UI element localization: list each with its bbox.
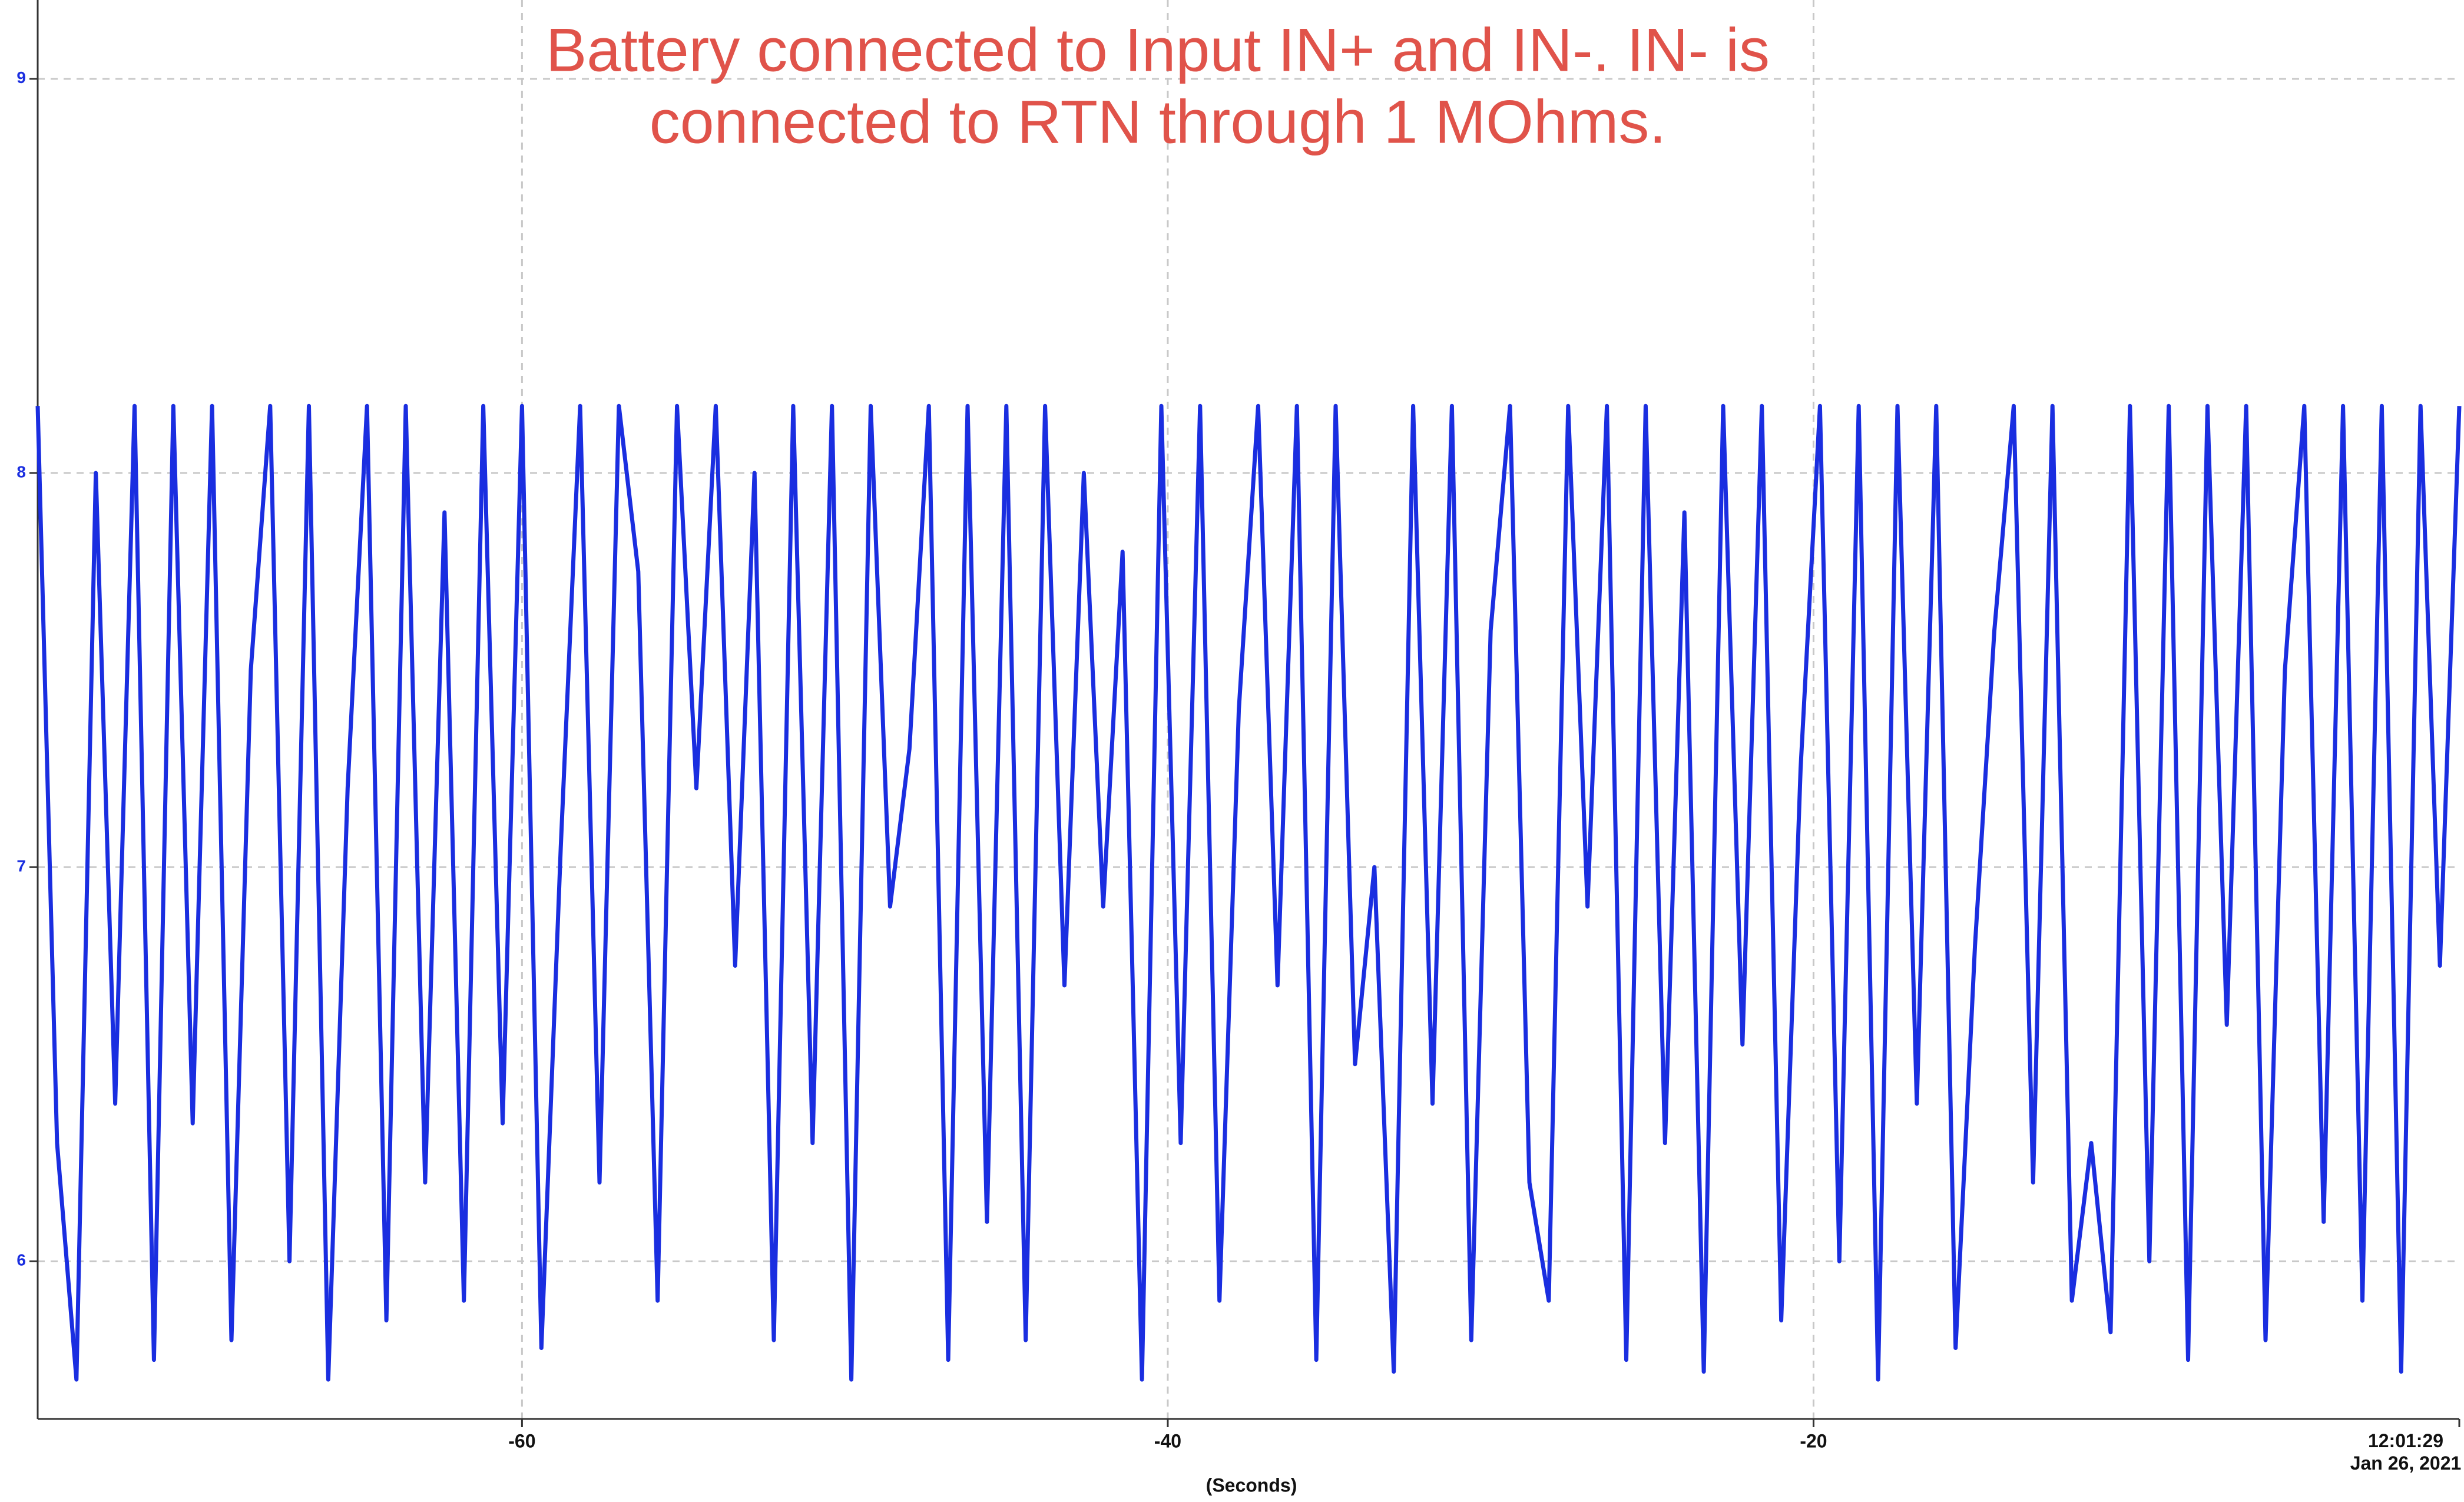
y-tick-label: 6 <box>16 1251 26 1269</box>
x-tick-label: 12:01:29 Jan 26, 2021 <box>2350 1430 2462 1474</box>
x-tick-label: -60 <box>508 1430 535 1451</box>
x-tick-label-line: 12:01:29 <box>2368 1430 2443 1451</box>
annotation: connected to RTN through 1 MOhms. <box>650 88 1666 156</box>
y-tick-label: 7 <box>16 857 26 875</box>
x-tick-label: -20 <box>1800 1430 1827 1451</box>
x-tick-label: -40 <box>1154 1430 1181 1451</box>
annotation: Battery connected to Input IN+ and IN-. … <box>546 16 1770 84</box>
y-tick-label: 9 <box>16 68 26 87</box>
x-axis-label: (Seconds) <box>1206 1474 1297 1496</box>
x-tick-label-line: Jan 26, 2021 <box>2350 1453 2462 1474</box>
data-line <box>35 403 2462 1382</box>
y-tick-label: 8 <box>16 462 26 481</box>
